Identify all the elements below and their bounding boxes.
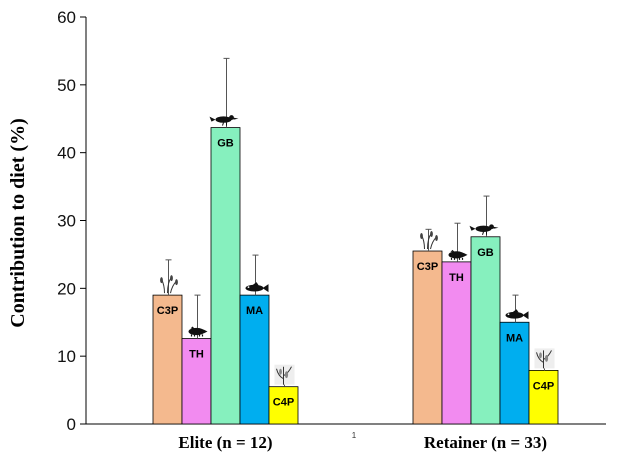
group-label: Elite (n = 12) [178,433,272,452]
bird-icon [209,115,239,126]
bar [239,294,270,425]
bar [268,386,299,425]
pig-icon [188,326,208,337]
maize-plant-icon [274,364,295,385]
group-label: Retainer (n = 33) [424,433,547,452]
bar-label: C3P [157,305,178,317]
bar [210,127,241,425]
y-tick-label: 50 [57,76,76,95]
y-ticks: 0 10 20 30 40 50 60 [57,8,86,434]
bar [441,261,472,425]
fish-icon [505,309,529,320]
bird-icon [469,224,499,235]
bar-label: TH [449,272,464,284]
bar-label: MA [506,332,523,344]
bar-label: C4P [533,380,554,392]
footnote-mark: 1 [352,431,357,440]
y-tick-label: 20 [57,279,76,298]
bar-label: C4P [273,397,294,409]
bars: C3P TH GB MA C4P C3P TH GB MA C4P [152,57,559,425]
y-tick-label: 60 [57,8,76,27]
bar-group: C3P TH GB MA C4P [152,57,299,425]
bar-label: GB [477,247,494,259]
bar [470,236,501,425]
bar-label: GB [217,138,234,150]
pig-icon [448,249,468,260]
bar-group: C3P TH GB MA C4P [412,195,559,425]
bar-label: TH [189,349,204,361]
grain-stalk-icon [160,275,178,294]
y-tick-label: 30 [57,212,76,231]
y-tick-label: 10 [57,347,76,366]
bar [499,321,530,425]
group-labels: Elite (n = 12) Retainer (n = 33) [178,433,547,452]
bar [181,338,212,425]
bar [412,250,443,425]
y-tick-label: 40 [57,144,76,163]
fish-icon [245,282,269,293]
y-axis-title-group: Contribution to diet (%) [7,118,29,327]
grain-stalk-icon [420,231,438,250]
bar [528,370,559,425]
bar-label: MA [246,305,263,317]
bar-label: C3P [417,261,438,273]
maize-plant-icon [534,348,555,369]
y-axis-title: Contribution to diet (%) [7,118,29,327]
y-tick-label: 0 [67,415,76,434]
